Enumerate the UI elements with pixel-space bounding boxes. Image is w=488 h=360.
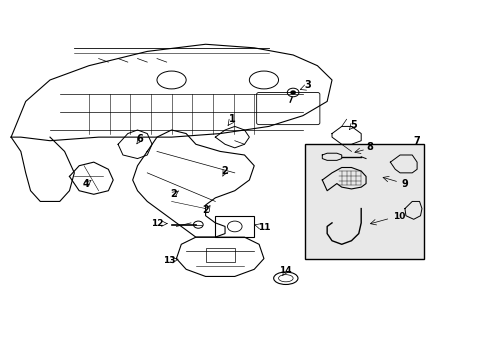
Bar [205, 248, 234, 262]
Text: 7: 7 [413, 136, 420, 147]
Text: 12: 12 [150, 219, 163, 228]
Text: 10: 10 [392, 212, 405, 221]
Text: 8: 8 [366, 142, 373, 152]
Text: 13: 13 [163, 256, 175, 265]
Text: 2: 2 [202, 205, 208, 215]
Bar [305, 144, 424, 258]
Text: 1: 1 [228, 114, 235, 124]
Text: 4: 4 [83, 179, 90, 189]
Text: 3: 3 [304, 80, 310, 90]
Text: 2: 2 [221, 166, 228, 176]
Text: 11: 11 [257, 222, 270, 231]
Circle shape [289, 90, 295, 95]
Text: 5: 5 [350, 120, 357, 130]
Text: 9: 9 [401, 179, 407, 189]
Bar [215, 216, 254, 237]
Text: 2: 2 [170, 189, 177, 199]
Text: 14: 14 [279, 266, 291, 275]
Text: 6: 6 [136, 134, 143, 144]
